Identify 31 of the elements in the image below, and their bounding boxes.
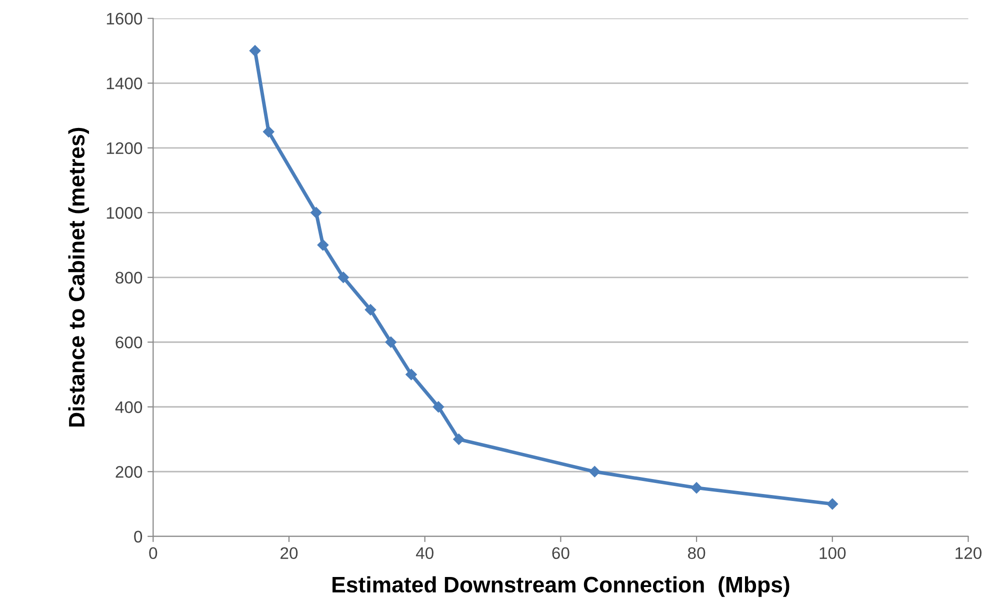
point bbox=[432, 401, 444, 412]
point bbox=[385, 336, 396, 348]
y-tick-label: 1600 bbox=[106, 12, 142, 25]
point bbox=[263, 126, 274, 138]
x-tick-label: 20 bbox=[280, 547, 298, 560]
y-tick-label: 1000 bbox=[106, 207, 142, 219]
x-tick-label: 0 bbox=[149, 547, 158, 560]
point bbox=[364, 304, 376, 316]
point bbox=[338, 272, 349, 283]
x-tick-label: 40 bbox=[416, 547, 434, 560]
point bbox=[453, 434, 464, 445]
point bbox=[826, 498, 838, 510]
y-tick-label: 200 bbox=[116, 466, 142, 478]
y-tick-label: 400 bbox=[115, 401, 142, 414]
point bbox=[406, 368, 417, 380]
x-tick-label: 100 bbox=[820, 547, 846, 560]
y-tick-label: 1400 bbox=[106, 78, 142, 90]
x-axis-title: Estimated Downstream Connection (Mbps) bbox=[332, 576, 790, 597]
point bbox=[310, 207, 322, 218]
y-tick-label: 600 bbox=[116, 336, 142, 348]
point bbox=[249, 45, 261, 56]
point bbox=[589, 466, 600, 478]
y-tick-label: 1200 bbox=[106, 142, 142, 154]
point bbox=[317, 239, 329, 251]
y-tick-label: 800 bbox=[116, 272, 142, 284]
y-axis-title: Distance to Cabinet (metres) bbox=[68, 128, 89, 427]
y-tick-label: 0 bbox=[134, 530, 142, 543]
x-tick-label: 60 bbox=[552, 547, 570, 560]
point bbox=[690, 482, 702, 494]
x-tick-label: 80 bbox=[688, 547, 706, 560]
x-tick-label: 120 bbox=[956, 547, 982, 560]
